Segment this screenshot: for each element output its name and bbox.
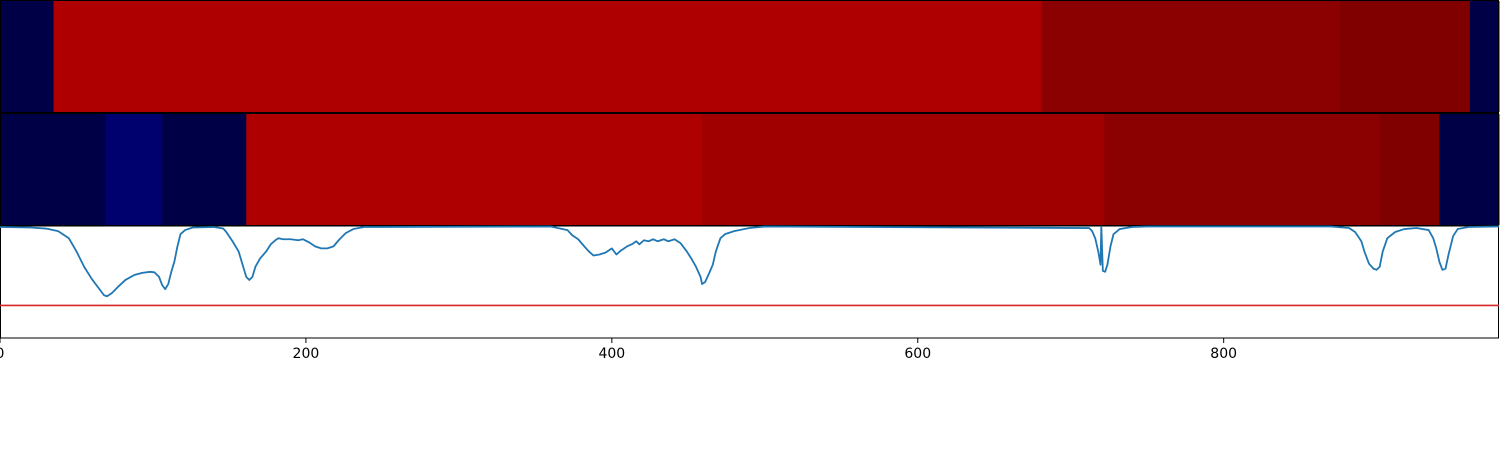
- heatmap-middle: [0, 113, 1500, 226]
- heatmap-middle-segment: [702, 114, 1105, 225]
- heatmap-middle-segment: [246, 114, 703, 225]
- heatmap-top-segment: [1041, 1, 1341, 112]
- heatmap-middle-segment: [1379, 114, 1440, 225]
- heatmap-middle-segment: [1439, 114, 1500, 225]
- heatmap-top-frame: [0, 0, 1499, 113]
- heatmap-top-segment: [0, 1, 55, 112]
- heatmap-middle-segment: [105, 114, 163, 225]
- x-tick-label: 200: [293, 346, 320, 362]
- x-tick-label: 400: [598, 346, 625, 362]
- line-panel-frame: [0, 225, 1499, 339]
- x-axis: 0 200 400 600 800: [0, 338, 1237, 362]
- heatmap-middle-segment: [162, 114, 247, 225]
- signal-line: [0, 225, 1500, 298]
- x-tick-label: 0: [0, 346, 4, 362]
- heatmap-top: [0, 0, 1500, 113]
- heatmap-top-segment: [1469, 1, 1500, 112]
- heatmap-top-segment: [53, 1, 1043, 112]
- line-panel: [0, 225, 1500, 339]
- x-tick-label: 600: [904, 346, 931, 362]
- heatmap-middle-segment: [0, 114, 107, 225]
- heatmap-top-segment: [1339, 1, 1471, 112]
- x-tick-label: 800: [1210, 346, 1237, 362]
- heatmap-middle-segment: [1104, 114, 1381, 225]
